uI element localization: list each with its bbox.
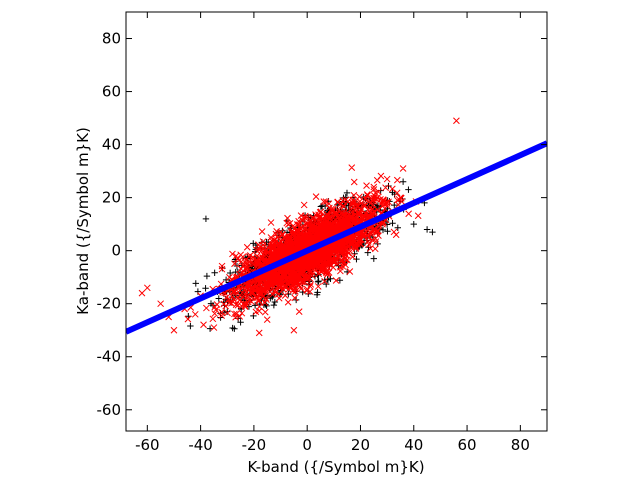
x-tick-label: 40 xyxy=(404,436,423,454)
y-tick-label: 20 xyxy=(102,189,121,207)
x-tick-label: -20 xyxy=(242,436,267,454)
fit-line xyxy=(126,140,547,335)
y-tick-label: 40 xyxy=(102,136,121,154)
y-tick-label: 0 xyxy=(111,242,121,260)
y-tick-label: -20 xyxy=(97,295,122,313)
x-tick-label: 20 xyxy=(351,436,370,454)
y-tick-label: 80 xyxy=(102,30,121,48)
y-axis-label: Ka-band ({/Symbol m}K) xyxy=(74,127,92,315)
y-tick-label: -60 xyxy=(97,401,122,419)
x-tick-label: 60 xyxy=(458,436,477,454)
y-tick-label: 60 xyxy=(102,83,121,101)
series-layer xyxy=(126,117,547,337)
x-tick-label: -60 xyxy=(135,436,160,454)
ticks-layer: -60 -40 -20 0 20 40 60 80 -60 -40 -20 0 20 40 60 80 xyxy=(97,12,547,454)
x-tick-label: 80 xyxy=(511,436,530,454)
x-tick-label: 0 xyxy=(302,436,312,454)
plot-frame xyxy=(125,11,548,432)
x-axis-label: K-band ({/Symbol m}K) xyxy=(247,458,424,476)
x-tick-label: -40 xyxy=(188,436,213,454)
y-tick-label: -40 xyxy=(97,348,122,366)
